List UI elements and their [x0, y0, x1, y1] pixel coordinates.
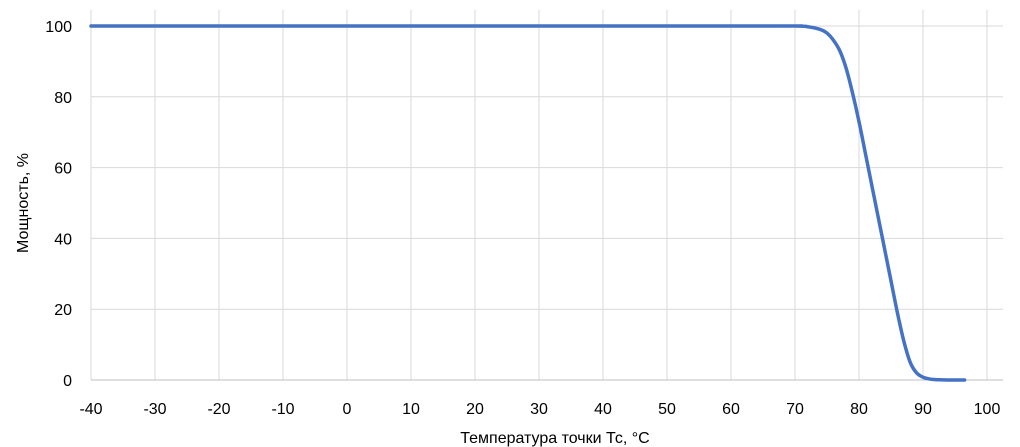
- x-tick-label: 50: [658, 401, 676, 418]
- x-axis-tick-labels: -40 -30 -20 -10 0 10 20 30 40 50 60 70 80 90 100: [79, 401, 1000, 418]
- y-tick-label: 80: [54, 90, 72, 107]
- y-tick-label: 40: [54, 231, 72, 248]
- series-layer: [89, 24, 967, 382]
- y-tick-label: 0: [63, 373, 72, 390]
- x-tick-label: -10: [271, 401, 294, 418]
- series-line: [89, 24, 967, 382]
- y-tick-label: 100: [45, 19, 72, 36]
- x-tick-label: -30: [143, 401, 166, 418]
- x-tick-label: 100: [974, 401, 1001, 418]
- y-axis-title: Мощность, %: [15, 153, 32, 253]
- x-tick-label: 20: [466, 401, 484, 418]
- x-tick-label: 30: [530, 401, 548, 418]
- x-tick-label: 10: [402, 401, 420, 418]
- x-tick-label: -40: [79, 401, 102, 418]
- x-tick-label: 60: [722, 401, 740, 418]
- y-axis-tick-labels: 0 20 40 60 80 100: [45, 19, 72, 390]
- x-tick-label: 90: [914, 401, 932, 418]
- gridlines: [90, 10, 1003, 381]
- y-tick-label: 60: [54, 161, 72, 178]
- x-axis-title: Температура точки Тс, °С: [460, 430, 649, 447]
- y-tick-label: 20: [54, 302, 72, 319]
- x-tick-label: 80: [850, 401, 868, 418]
- x-tick-label: 70: [786, 401, 804, 418]
- x-tick-label: 0: [343, 401, 352, 418]
- x-tick-label: -20: [207, 401, 230, 418]
- x-tick-label: 40: [594, 401, 612, 418]
